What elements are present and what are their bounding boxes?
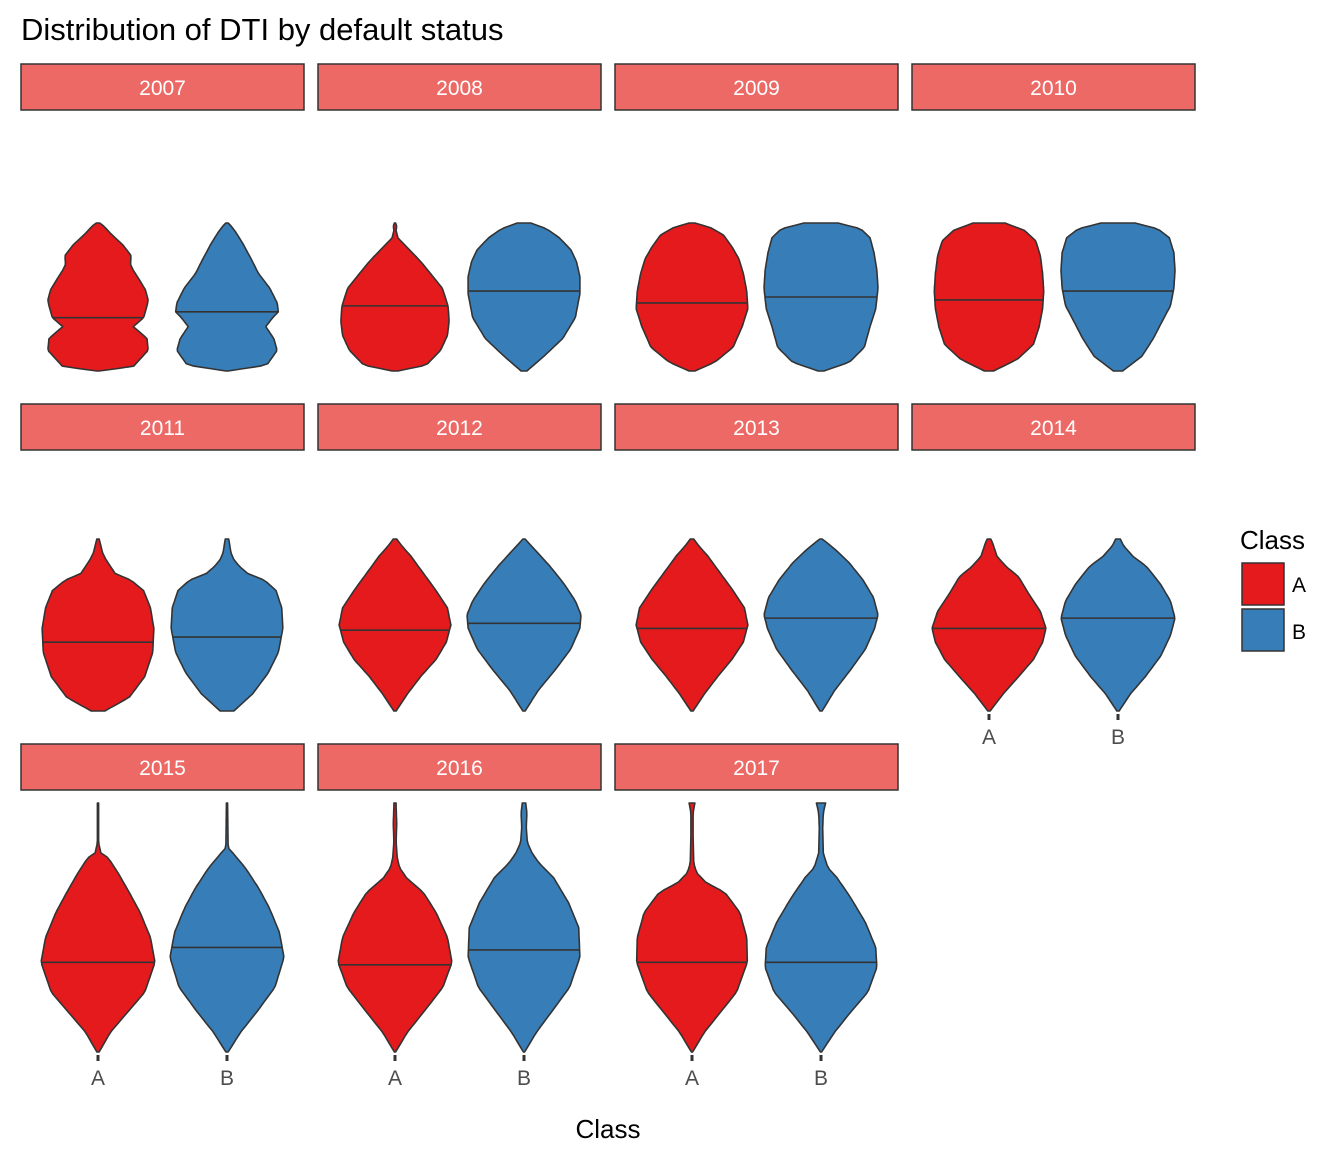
x-tick-label-a: A [685,1067,699,1090]
facet-label: 2007 [139,77,186,100]
violin-b [1060,538,1176,712]
violin-a [40,802,156,1053]
facet-label: 2011 [140,417,185,440]
facet-2017: 2017 A B [614,743,899,1090]
facet-2013: 2013 [614,403,899,712]
x-tick-label-b: B [814,1067,828,1090]
violin-b [170,538,284,712]
violin-a [337,802,453,1053]
x-tick-label-b: B [517,1067,531,1090]
facet-strip [20,743,305,791]
violin-a [635,802,749,1053]
facet-strip [614,743,899,791]
facet-label: 2015 [139,757,186,780]
violin-b [466,538,582,712]
facet-strip [20,403,305,451]
legend-label-a: A [1292,574,1306,597]
facet-label: 2013 [733,417,780,440]
violin-b [174,222,280,372]
facet-label: 2012 [436,417,483,440]
violin-b [467,222,581,372]
violin-b [169,802,285,1053]
facet-label: 2008 [436,77,483,100]
facet-2011: 2011 [20,403,305,712]
facet-2015: 2015 A B [20,743,305,1090]
facet-2009: 2009 [614,63,899,372]
violin-a [635,222,749,372]
chart-title: Distribution of DTI by default status [21,12,503,47]
x-tick-label-a: A [388,1067,402,1090]
facet-2012: 2012 [317,403,602,712]
facet-label: 2014 [1030,417,1077,440]
facet-label: 2010 [1030,77,1077,100]
violin-b [764,802,878,1053]
legend-key-b [1241,608,1285,652]
facet-strip [911,403,1196,451]
facet-2008: 2008 [317,63,602,372]
facet-strip [317,403,602,451]
facet-2016: 2016 A B [317,743,602,1090]
violin-a [338,538,452,712]
x-tick-label-a: A [91,1067,105,1090]
violin-b [1060,222,1176,372]
facet-strip [317,63,602,111]
legend-label-b: B [1292,621,1306,644]
facet-2007: 2007 [20,63,305,372]
violin-a [41,538,155,712]
violin-a [340,222,450,372]
violin-a [47,222,149,372]
facet-strip [317,743,602,791]
facet-strip [20,63,305,111]
facet-label: 2016 [436,757,483,780]
facet-strip [614,403,899,451]
x-tick-label-b: B [220,1067,234,1090]
facet-2010: 2010 [911,63,1196,372]
violin-b [763,538,879,712]
facet-strip [911,63,1196,111]
x-axis-title: Class [575,1114,640,1144]
violin-a [635,538,749,712]
legend: Class A B [1240,525,1306,652]
facet-strip [614,63,899,111]
violin-a [933,222,1045,372]
facet-label: 2009 [733,77,780,100]
facet-label: 2017 [733,757,780,780]
x-tick-label-a: A [982,726,996,749]
legend-title: Class [1240,525,1305,555]
legend-key-a [1241,562,1285,606]
facet-2014: 2014 A B [911,403,1196,749]
violin-b [467,802,581,1053]
facet-grid: 2007 2008 2009 2010 2011 2012 2013 2014 A B 2015 A B… [20,63,1196,1090]
x-tick-label-b: B [1111,726,1125,749]
violin-a [931,538,1047,712]
